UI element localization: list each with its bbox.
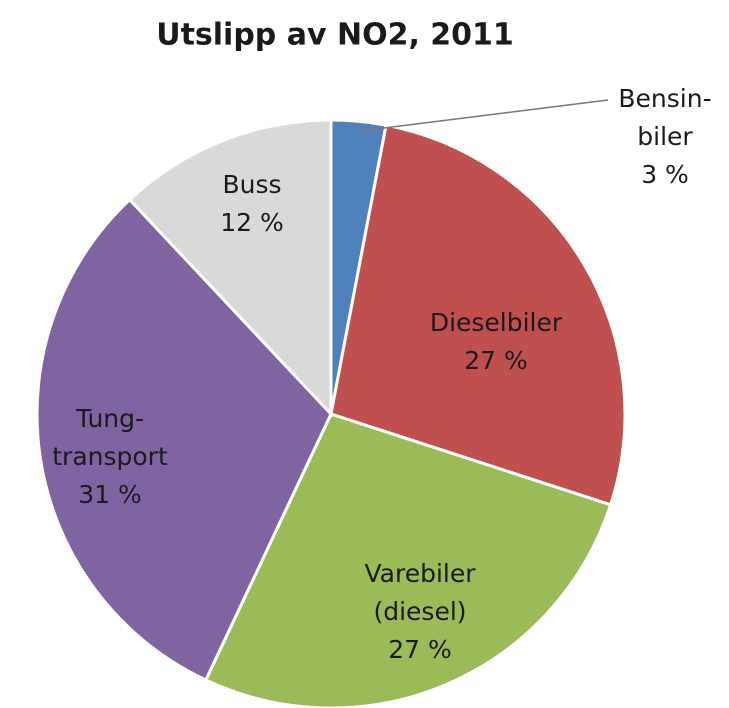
slice-label: Dieselbiler xyxy=(430,308,563,337)
slice-label: Varebiler xyxy=(364,559,476,588)
slice-label: (diesel) xyxy=(373,597,466,626)
slice-label: Buss xyxy=(222,170,281,199)
value-label: 27 % xyxy=(388,635,452,664)
value-label: 27 % xyxy=(464,346,528,375)
slice-label: biler xyxy=(637,122,693,151)
pie-slice xyxy=(329,123,627,507)
pie-slice xyxy=(203,412,613,708)
slice-label: Tung- xyxy=(75,404,144,433)
pie-slice xyxy=(35,197,333,683)
slice-label: Bensin- xyxy=(618,84,711,113)
value-label: 12 % xyxy=(220,208,284,237)
value-label: 3 % xyxy=(641,160,689,189)
value-label: 31 % xyxy=(78,480,142,509)
chart-title: Utslipp av NO2, 2011 xyxy=(156,18,514,53)
leader-line xyxy=(359,99,609,132)
pie-slice xyxy=(127,118,333,418)
slice-label: transport xyxy=(52,442,168,471)
